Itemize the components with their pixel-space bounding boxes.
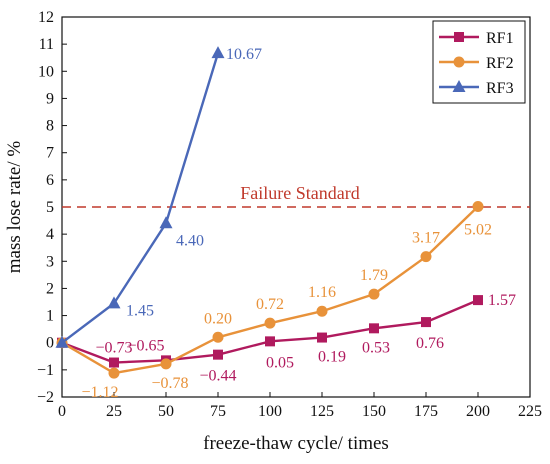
series-line-rf3 — [61, 52, 220, 344]
y-tick-label: 9 — [46, 90, 54, 107]
y-tick-label: 0 — [46, 335, 54, 352]
data-point-rf1 — [369, 323, 379, 334]
y-tick-label: 3 — [46, 253, 54, 270]
x-tick-label: 75 — [210, 403, 226, 420]
y-tick-label: 12 — [38, 9, 54, 26]
y-tick-label: 1 — [46, 308, 54, 325]
legend-label-rf3: RF3 — [486, 80, 514, 97]
x-tick-label: 50 — [158, 403, 174, 420]
legend-label-rf2: RF2 — [486, 55, 514, 72]
data-point-rf1 — [421, 317, 431, 328]
data-label-layer: −0.73−0.65 −0.44 0.05 0.19 0.53 0.76 1.57 −1.12… — [81, 46, 516, 401]
data-point-rf2 — [108, 367, 120, 379]
legend-marker-rf2 — [453, 56, 465, 68]
data-point-rf1 — [473, 295, 483, 306]
x-tick-label: 100 — [258, 403, 282, 420]
data-label-rf1: 0.76 — [416, 335, 444, 352]
data-point-rf1 — [317, 332, 327, 343]
y-tick-label: 8 — [46, 118, 54, 135]
data-label-rf3: 1.45 — [126, 302, 154, 319]
data-point-rf2 — [472, 200, 484, 212]
legend: RF1 RF2 RF3 — [432, 20, 526, 104]
data-label-rf2: −1.12 — [81, 384, 118, 401]
data-point-rf2 — [160, 358, 172, 370]
axes-layer: 0 25 50 75 100 125 150 175 200 225−2−101234567891… — [37, 9, 542, 420]
data-label-rf2: −0.78 — [151, 375, 188, 392]
failure-standard-label: Failure Standard — [240, 183, 359, 203]
x-tick-label: 25 — [106, 403, 122, 420]
data-label-rf1: 0.05 — [266, 354, 294, 371]
y-tick-label: −1 — [37, 362, 54, 379]
data-label-rf3: 10.67 — [226, 46, 262, 63]
y-tick-label: −2 — [37, 389, 54, 406]
data-point-rf2 — [316, 305, 328, 317]
data-point-rf2 — [264, 317, 276, 329]
y-tick-label: 11 — [39, 36, 54, 53]
x-tick-label: 175 — [414, 403, 438, 420]
y-tick-label: 10 — [38, 63, 54, 80]
data-point-rf3 — [211, 46, 225, 59]
data-label-rf1: −0.44 — [199, 368, 236, 385]
series-layer — [55, 46, 484, 379]
data-point-rf3 — [159, 216, 173, 229]
data-point-rf1 — [265, 336, 275, 347]
legend-label-rf1: RF1 — [486, 30, 514, 47]
data-label-rf2: 0.20 — [204, 310, 232, 327]
y-tick-label: 6 — [46, 172, 54, 189]
data-point-rf2 — [420, 251, 432, 263]
data-label-rf1: 0.19 — [318, 349, 346, 366]
data-point-rf3 — [107, 296, 121, 309]
data-label-rf3: 4.40 — [176, 232, 204, 249]
x-tick-label: 200 — [466, 403, 490, 420]
data-label-rf1: −0.65 — [127, 337, 164, 354]
data-point-rf3 — [55, 335, 69, 348]
data-point-rf2 — [212, 331, 224, 343]
data-label-rf1: 0.53 — [362, 339, 390, 356]
reference-line-layer: Failure Standard — [62, 183, 530, 208]
data-point-rf1 — [109, 357, 119, 368]
y-axis-title: mass lose rate/ % — [4, 141, 25, 274]
data-label-rf2: 1.16 — [308, 284, 336, 301]
legend-marker-rf1 — [454, 32, 464, 42]
x-tick-label: 0 — [58, 403, 66, 420]
data-label-rf2: 1.79 — [360, 267, 388, 284]
x-tick-label: 225 — [518, 403, 542, 420]
x-tick-label: 125 — [310, 403, 334, 420]
y-tick-label: 2 — [46, 280, 54, 297]
y-tick-label: 7 — [46, 145, 54, 162]
data-label-rf1: 1.57 — [488, 292, 516, 309]
data-point-rf1 — [213, 349, 223, 360]
legend-marker-rf3 — [452, 80, 466, 92]
data-label-rf2: 0.72 — [256, 296, 284, 313]
x-tick-label: 150 — [362, 403, 386, 420]
x-axis-title: freeze-thaw cycle/ times — [203, 433, 389, 454]
data-label-rf1: −0.73 — [95, 340, 132, 357]
y-tick-label: 5 — [46, 199, 54, 216]
data-label-rf2: 3.17 — [412, 230, 440, 247]
data-point-rf2 — [368, 288, 380, 300]
y-tick-label: 4 — [46, 226, 54, 243]
data-label-rf2: 5.02 — [464, 221, 492, 238]
